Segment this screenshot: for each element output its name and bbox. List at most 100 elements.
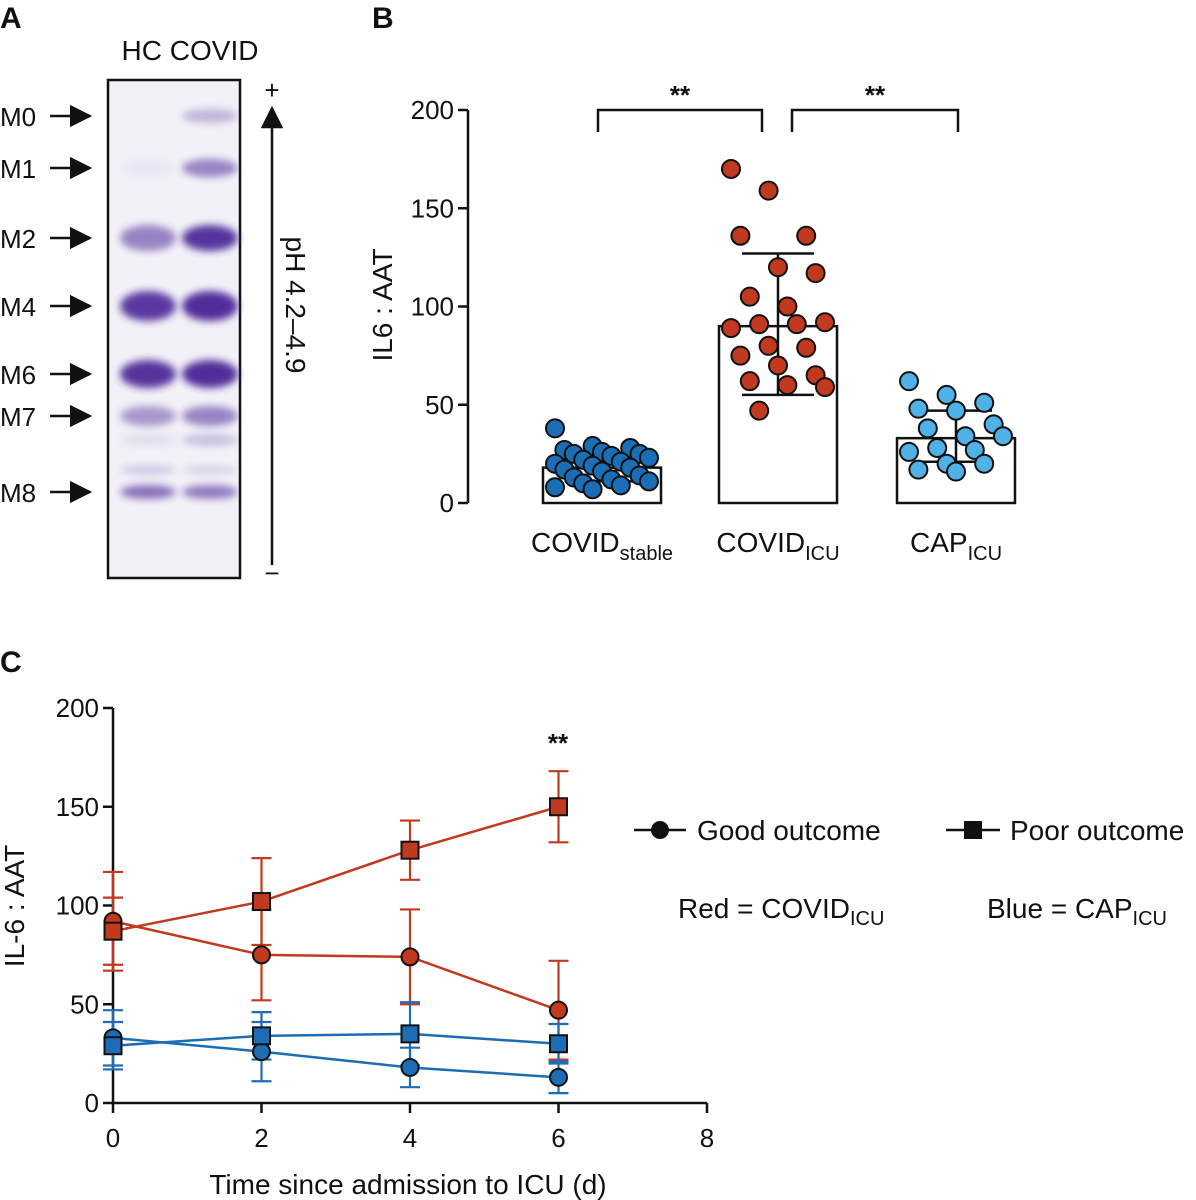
panel-b-point <box>768 257 788 278</box>
gel-band-covid-4 <box>182 291 238 321</box>
panel-b-point <box>927 437 948 458</box>
panel-c-point <box>549 1034 568 1054</box>
panel-c-series-line <box>112 805 559 933</box>
panel-c-y-tick-label: 150 <box>56 792 99 822</box>
panel-b-y-tick-label: 200 <box>411 95 454 125</box>
panel-b-significance-bracket <box>596 108 764 132</box>
gel-band-covid-6 <box>182 406 238 426</box>
legend-blue-prefix: Blue = CAP <box>987 893 1133 924</box>
panel-b-x-label-0: COVIDstable <box>531 527 673 565</box>
panel-b-point <box>721 158 741 179</box>
legend-red-note: Red = COVIDICU <box>678 893 884 930</box>
ph-range-label: pH 4.2–4.9 <box>280 237 311 374</box>
panel-b-point <box>739 286 760 307</box>
gel-band-covid-3 <box>182 225 238 251</box>
panel-b-point <box>639 471 659 492</box>
legend-blue-note: Blue = CAPICU <box>987 893 1167 930</box>
panel-b-letter: B <box>372 2 394 35</box>
panel-b-point <box>974 453 995 474</box>
panel-c-series-1 <box>103 770 569 966</box>
panel-c-x-tick-label: 8 <box>700 1123 714 1153</box>
panel-b-points <box>545 158 1013 500</box>
panel-c-series-0 <box>103 870 569 1061</box>
panel-b-point <box>721 318 741 339</box>
legend-red-prefix: Red = COVID <box>678 893 850 924</box>
panel-b-point <box>964 439 985 460</box>
panel-b-x-label-1: COVIDICU <box>716 527 839 565</box>
panel-c-point <box>400 947 420 967</box>
panel-b-point <box>899 441 919 462</box>
panel-b-point <box>815 312 835 333</box>
panel-b-y-tick-label: 150 <box>411 193 454 223</box>
gel-marker-m4: M4 <box>0 292 36 322</box>
gel-lane-header: HC COVID <box>122 35 259 66</box>
panel-b-point <box>749 400 770 421</box>
panel-c-point <box>103 921 123 941</box>
gel-band-covid-9 <box>182 485 238 499</box>
panel-c-x-tick-label: 4 <box>403 1123 417 1153</box>
gel-marker-m7: M7 <box>0 402 36 432</box>
panel-c-x-tick-label: 6 <box>551 1123 565 1153</box>
panel-c-point <box>549 1000 568 1020</box>
panel-c: C 0 50 100 150 200 0 2 4 6 8 IL-6 : AAT Time sinc… <box>0 646 1184 1200</box>
legend-poor-label: Poor outcome <box>1010 815 1184 846</box>
panel-c-y-tick-label: 100 <box>56 891 99 921</box>
panel-c-point <box>252 1026 271 1046</box>
gel-band-hc-9 <box>120 485 176 499</box>
gel-markers: M0 M1 M2 M4 M6 M7 M8 <box>0 102 93 508</box>
panel-b-point <box>768 355 788 376</box>
panel-b-point <box>545 418 565 439</box>
gel-marker-m8: M8 <box>0 478 36 508</box>
gel-band-covid-2 <box>182 159 238 177</box>
gel-band-hc-2 <box>120 159 176 177</box>
panel-b-point <box>749 314 770 335</box>
panel-b-point <box>730 345 751 366</box>
legend-red-sub: ICU <box>850 908 884 930</box>
gel-band-hc-5 <box>120 360 176 388</box>
panel-b-point <box>610 475 631 496</box>
panel-b-point <box>974 392 995 413</box>
panel-b-point <box>946 400 966 421</box>
panel-b-x-labels: COVIDstable COVIDICU CAPICU <box>531 527 1002 565</box>
gel-marker-m0: M0 <box>0 102 36 132</box>
panel-c-point <box>549 1067 568 1087</box>
panel-c-x-tick-label: 2 <box>254 1123 268 1153</box>
panel-a-letter: A <box>0 2 22 35</box>
panel-b-y-tick-label: 100 <box>411 292 454 322</box>
panel-c-point <box>252 945 271 965</box>
panel-b-point <box>908 459 929 480</box>
gel-band-hc-7 <box>120 434 176 446</box>
ph-plus-sign: + <box>264 75 279 105</box>
panel-b-point <box>545 477 565 498</box>
panel-b-significance: ** ** <box>596 80 960 132</box>
gel-bands <box>120 109 238 499</box>
panel-c-series-line <box>112 1032 559 1047</box>
gel-band-covid-8 <box>182 465 238 475</box>
panel-a: A HC COVID M0 M1 M2 M4 M6 M7 M8 + − pH 4.2–4.9 <box>0 2 311 588</box>
panel-b-point <box>758 180 779 201</box>
gel-band-hc-8 <box>120 465 176 475</box>
legend-good-marker <box>651 821 669 839</box>
panel-b-y-axis-label: IL6 : AAT <box>367 248 398 361</box>
panel-c-series <box>103 770 569 1095</box>
panel-b-point <box>777 296 798 317</box>
legend-blue-sub: ICU <box>1133 908 1167 930</box>
panel-b-point <box>796 337 817 358</box>
panel-c-point <box>252 892 271 912</box>
legend-poor-marker <box>964 821 982 839</box>
panel-c-point <box>400 1024 420 1044</box>
panel-c-point <box>252 1042 271 1062</box>
panel-c-series-line <box>112 920 559 1012</box>
panel-c-x-tick-label: 0 <box>106 1123 120 1153</box>
panel-c-point <box>400 840 420 860</box>
gel-band-covid-5 <box>182 360 238 388</box>
panel-c-y-tick-label: 200 <box>56 693 99 723</box>
gel-band-hc-6 <box>120 406 176 426</box>
panel-c-point <box>400 1057 420 1077</box>
gel-band-covid-7 <box>182 434 238 446</box>
panel-b-x-label-sub: ICU <box>805 543 839 565</box>
panel-c-letter: C <box>0 646 22 679</box>
panel-c-y-axis-label: IL-6 : AAT <box>0 845 30 967</box>
